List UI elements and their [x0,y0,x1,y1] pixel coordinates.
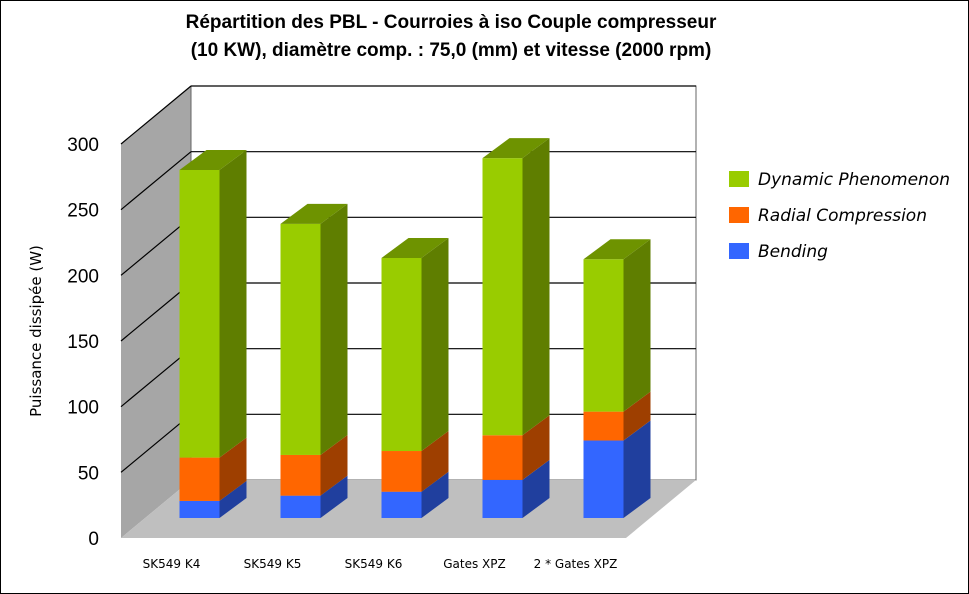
bar-segment [280,475,348,518]
bar-segment [482,138,550,436]
bar-front-face [583,259,624,412]
bar-side-face [219,437,247,501]
x-tick-label: SK549 K5 [244,557,302,571]
bar-front-face [482,479,523,518]
legend-entry: Radial Compression [729,206,927,226]
y-tick-label: 100 [67,398,99,419]
bar-segment [179,437,247,501]
bar-side-face [320,203,348,455]
bar-side-face [320,475,348,518]
bar-front-face [583,411,624,441]
bar-segment [280,203,348,455]
legend-entry: Bending [729,242,828,262]
bar-segment [381,471,449,518]
bar-front-face [381,451,422,492]
bar-side-face [522,138,550,436]
gridline-side [120,282,192,342]
bar-side-face [219,149,247,458]
bar-segment [381,237,449,452]
bar-side-face [522,459,550,518]
bar-side-face [522,415,550,480]
y-tick-label: 50 [78,463,99,484]
bar-top-face [583,239,651,260]
bar-segment [583,420,651,518]
bar-side-face [623,420,651,518]
bar-front-face [381,257,422,452]
gridline-side [120,348,192,408]
bar-front-face [381,491,422,518]
bar-front-face [482,435,523,480]
legend-entry: Dynamic Phenomenon [729,170,950,190]
bar-segment [381,431,449,492]
bar-segment [583,391,651,441]
bar-segment [583,239,651,412]
bar-top-face [381,237,449,258]
bar-front-face [280,454,321,496]
y-axis-label: Puissance dissipée (W) [27,245,45,417]
y-tick-label: 250 [67,201,99,222]
bar-side-face [320,434,348,496]
gridline-side [120,413,192,473]
legend-label: Radial Compression [758,206,927,226]
bar-side-face [623,239,651,412]
y-axis-ticks: 0 50 100 150 200 250 300 [67,135,99,550]
gridline-side [120,216,192,276]
bar-front-face [179,457,220,501]
chart-title-line-2: (10 KW), diamètre comp. : 75,0 (mm) et v… [191,40,712,61]
bar-side-face [219,480,247,518]
bar-segment [280,434,348,496]
bar-segment [179,480,247,518]
bar-side-face [421,237,449,452]
bar-top-face [482,138,550,159]
x-tick-label: 2 * Gates XPZ [534,557,618,571]
bar-front-face [280,223,321,455]
bar-front-face [280,495,321,518]
bar-front-face [179,500,220,518]
legend: Dynamic Phenomenon Radial Compression Bend… [729,170,950,262]
gridline-side [120,85,192,145]
legend-swatch [729,171,749,187]
bar-top-face [179,149,247,170]
bar-side-face [421,471,449,518]
legend-swatch [729,207,749,223]
y-tick-label: 200 [67,266,99,287]
y-tick-label: 150 [67,332,99,353]
bar-front-face [482,158,523,436]
bars [179,138,651,518]
chart-title: Répartition des PBL - Courroies à iso Co… [186,12,717,61]
bar-side-face [421,431,449,492]
legend-label: Dynamic Phenomenon [758,170,950,190]
y-tick-label: 300 [67,135,99,156]
gridline-side [120,151,192,211]
y-tick-label: 0 [88,529,99,550]
chart-title-line-1: Répartition des PBL - Courroies à iso Co… [186,12,717,33]
x-axis-labels: SK549 K4 SK549 K5 SK549 K6 Gates XPZ 2 * Gat… [143,557,618,571]
bar-top-face [280,203,348,224]
bar-front-face [583,440,624,518]
x-tick-label: SK549 K4 [143,557,201,571]
bar-side-face [623,391,651,441]
bar-segment [482,415,550,480]
bar-segment [482,459,550,518]
bar-segment [179,149,247,458]
x-tick-label: Gates XPZ [443,557,505,571]
bar-front-face [179,169,220,458]
x-tick-label: SK549 K6 [345,557,403,571]
legend-swatch [729,243,749,259]
legend-label: Bending [758,242,828,262]
